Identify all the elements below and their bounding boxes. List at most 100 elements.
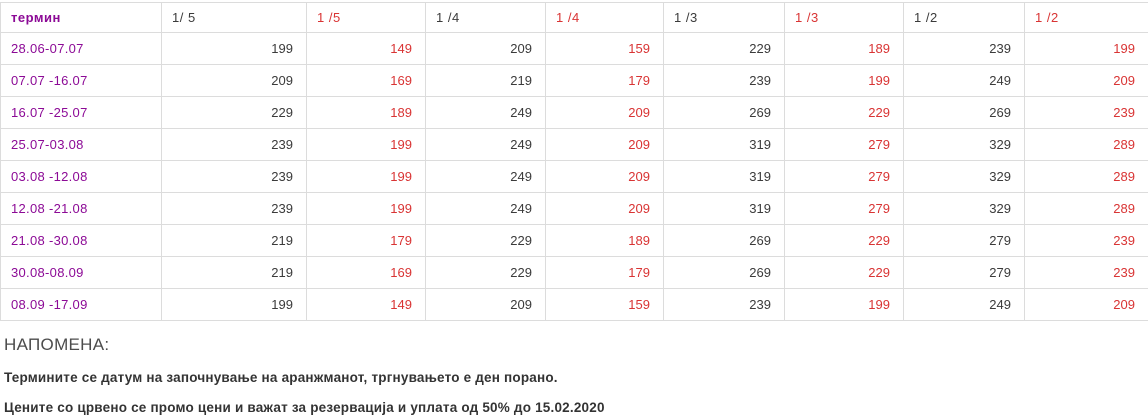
term-cell: 28.06-07.07 (0, 32, 162, 65)
promo-price-cell: 209 (545, 160, 664, 193)
promo-price-cell: 289 (1024, 128, 1148, 161)
header-occupancy-1-5: 1/ 5 (161, 2, 307, 33)
header-occupancy-1-2-promo: 1 /2 (1024, 2, 1148, 33)
term-cell: 16.07 -25.07 (0, 96, 162, 129)
term-column-header: термин (0, 2, 162, 33)
header-occupancy-1-4: 1 /4 (425, 2, 546, 33)
price-cell: 219 (425, 64, 546, 97)
promo-price-cell: 169 (306, 64, 426, 97)
promo-price-cell: 179 (306, 224, 426, 257)
price-cell: 239 (903, 32, 1025, 65)
header-occupancy-1-4-promo: 1 /4 (545, 2, 664, 33)
promo-price-cell: 209 (545, 192, 664, 225)
header-occupancy-1-3-promo: 1 /3 (784, 2, 904, 33)
promo-price-cell: 199 (306, 192, 426, 225)
table-row: 07.07 -16.07 209 169 219 179 239 199 249 209 (0, 64, 1148, 97)
price-cell: 199 (161, 32, 307, 65)
promo-price-cell: 199 (1024, 32, 1148, 65)
price-cell: 239 (161, 160, 307, 193)
header-occupancy-1-2: 1 /2 (903, 2, 1025, 33)
promo-price-cell: 209 (1024, 288, 1148, 321)
term-cell: 03.08 -12.08 (0, 160, 162, 193)
term-cell: 30.08-08.09 (0, 256, 162, 289)
note-promo-prices: Цените со црвено се промо цени и важат з… (4, 400, 605, 415)
price-cell: 269 (903, 96, 1025, 129)
price-cell: 269 (663, 96, 785, 129)
promo-price-cell: 229 (784, 224, 904, 257)
price-cell: 329 (903, 128, 1025, 161)
header-row: термин 1/ 5 1 /5 1 /4 1 /4 1 /3 1 /3 1 /… (0, 2, 1148, 33)
price-cell: 239 (161, 128, 307, 161)
price-cell: 209 (161, 64, 307, 97)
promo-price-cell: 149 (306, 32, 426, 65)
price-cell: 239 (161, 192, 307, 225)
promo-price-cell: 229 (784, 256, 904, 289)
price-cell: 269 (663, 224, 785, 257)
price-cell: 209 (425, 32, 546, 65)
promo-price-cell: 209 (545, 96, 664, 129)
price-cell: 249 (903, 288, 1025, 321)
promo-price-cell: 239 (1024, 96, 1148, 129)
promo-price-cell: 179 (545, 256, 664, 289)
header-occupancy-1-5-promo: 1 /5 (306, 2, 426, 33)
promo-price-cell: 169 (306, 256, 426, 289)
table-row: 03.08 -12.08 239 199 249 209 319 279 329 289 (0, 160, 1148, 193)
term-cell: 21.08 -30.08 (0, 224, 162, 257)
notes-heading: НАПОМЕНА: (4, 335, 110, 354)
promo-price-cell: 279 (784, 128, 904, 161)
price-cell: 199 (161, 288, 307, 321)
price-cell: 229 (663, 32, 785, 65)
price-cell: 329 (903, 160, 1025, 193)
price-cell: 249 (425, 192, 546, 225)
price-cell: 209 (425, 288, 546, 321)
promo-price-cell: 199 (784, 64, 904, 97)
promo-price-cell: 279 (784, 160, 904, 193)
price-cell: 229 (425, 256, 546, 289)
promo-price-cell: 179 (545, 64, 664, 97)
price-cell: 239 (663, 64, 785, 97)
price-cell: 249 (425, 160, 546, 193)
notes-section: НАПОМЕНА: Термините се датум на започнув… (0, 321, 1148, 415)
promo-price-cell: 189 (784, 32, 904, 65)
promo-price-cell: 199 (306, 160, 426, 193)
promo-price-cell: 229 (784, 96, 904, 129)
table-row: 08.09 -17.09 199 149 209 159 239 199 249 209 (0, 288, 1148, 321)
promo-price-cell: 239 (1024, 224, 1148, 257)
table-row: 12.08 -21.08 239 199 249 209 319 279 329 289 (0, 192, 1148, 225)
promo-price-cell: 159 (545, 32, 664, 65)
header-occupancy-1-3: 1 /3 (663, 2, 785, 33)
table-row: 16.07 -25.07 229 189 249 209 269 229 269 239 (0, 96, 1148, 129)
price-cell: 219 (161, 224, 307, 257)
price-cell: 319 (663, 192, 785, 225)
table-row: 21.08 -30.08 219 179 229 189 269 229 279 239 (0, 224, 1148, 257)
term-cell: 25.07-03.08 (0, 128, 162, 161)
promo-price-cell: 289 (1024, 192, 1148, 225)
promo-price-cell: 209 (1024, 64, 1148, 97)
promo-price-cell: 199 (306, 128, 426, 161)
price-cell: 229 (425, 224, 546, 257)
term-cell: 08.09 -17.09 (0, 288, 162, 321)
price-cell: 239 (663, 288, 785, 321)
price-cell: 279 (903, 224, 1025, 257)
price-table: термин 1/ 5 1 /5 1 /4 1 /4 1 /3 1 /3 1 /… (0, 2, 1148, 321)
term-cell: 12.08 -21.08 (0, 192, 162, 225)
promo-price-cell: 189 (306, 96, 426, 129)
promo-price-cell: 239 (1024, 256, 1148, 289)
term-cell: 07.07 -16.07 (0, 64, 162, 97)
price-cell: 319 (663, 160, 785, 193)
promo-price-cell: 199 (784, 288, 904, 321)
price-cell: 279 (903, 256, 1025, 289)
price-cell: 319 (663, 128, 785, 161)
promo-price-cell: 189 (545, 224, 664, 257)
price-cell: 269 (663, 256, 785, 289)
price-cell: 229 (161, 96, 307, 129)
price-cell: 249 (425, 128, 546, 161)
price-cell: 219 (161, 256, 307, 289)
promo-price-cell: 289 (1024, 160, 1148, 193)
promo-price-cell: 209 (545, 128, 664, 161)
price-cell: 249 (903, 64, 1025, 97)
table-row: 25.07-03.08 239 199 249 209 319 279 329 289 (0, 128, 1148, 161)
table-row: 28.06-07.07 199 149 209 159 229 189 239 199 (0, 32, 1148, 65)
price-table-body: 28.06-07.07 199 149 209 159 229 189 239 199 07.07… (0, 32, 1148, 321)
